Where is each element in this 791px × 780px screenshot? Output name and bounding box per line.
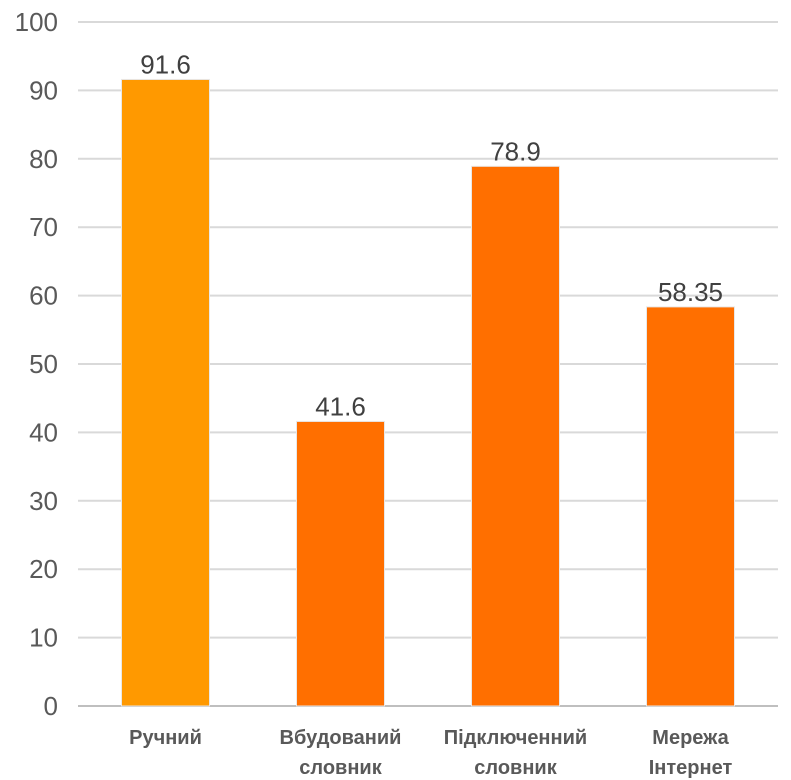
y-tick-label: 80 [29,144,58,174]
y-axis-ticks: 0 10 20 30 40 50 60 70 80 90 100 [15,7,58,721]
bar [121,78,210,707]
data-label: 58.35 [658,277,723,307]
y-tick-label: 90 [29,75,58,105]
data-label: 91.6 [140,49,191,79]
x-tick-label: Мережа [652,727,729,749]
x-tick-label: словник [299,757,382,779]
x-tick-label: Інтернет [649,757,733,779]
y-tick-label: 60 [29,281,58,311]
y-tick-label: 0 [44,691,58,721]
y-tick-label: 20 [29,554,58,584]
y-tick-label: 30 [29,486,58,516]
data-label: 78.9 [490,136,541,166]
x-tick-label: Вбудований [280,727,402,749]
x-axis-labels: Ручний Вбудований словник Підключенний словн… [129,727,732,779]
x-tick-label: Ручний [129,727,202,749]
bar [646,306,735,707]
data-label: 41.6 [315,391,366,421]
x-tick-label: Підключенний [444,727,587,749]
y-tick-label: 70 [29,212,58,242]
x-tick-label: словник [474,757,557,779]
y-tick-label: 50 [29,349,58,379]
bars [121,78,735,707]
bar [296,420,385,707]
y-tick-label: 100 [15,7,58,37]
y-tick-label: 40 [29,417,58,447]
y-tick-label: 10 [29,623,58,653]
data-labels: 91.6 41.6 78.9 58.35 [140,49,723,421]
bar [471,165,560,707]
